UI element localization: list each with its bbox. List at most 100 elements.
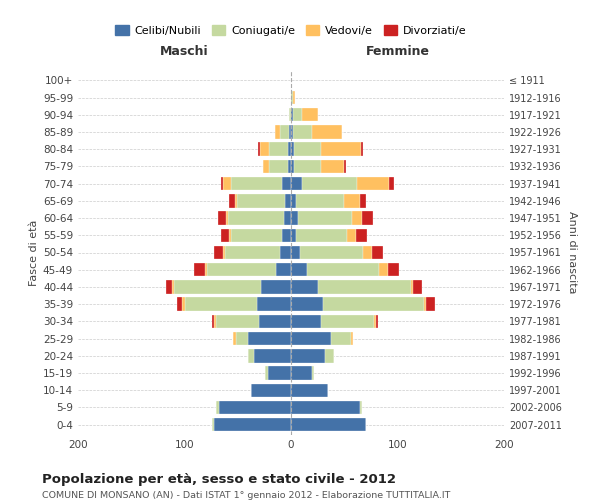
Bar [291, 263, 307, 276]
Bar [302, 108, 317, 122]
Bar [261, 280, 291, 293]
Bar [251, 384, 291, 397]
Bar [298, 212, 352, 225]
Bar [218, 212, 226, 225]
Bar [360, 400, 362, 414]
Bar [214, 418, 291, 432]
Bar [212, 314, 214, 328]
Bar [361, 142, 364, 156]
Bar [288, 142, 291, 156]
Bar [291, 384, 328, 397]
Bar [356, 228, 367, 242]
Bar [269, 160, 288, 173]
Bar [294, 160, 321, 173]
Bar [379, 263, 388, 276]
Bar [364, 246, 372, 259]
Bar [235, 194, 236, 207]
Bar [372, 246, 383, 259]
Bar [185, 298, 257, 311]
Bar [344, 194, 360, 207]
Bar [257, 298, 291, 311]
Bar [172, 280, 174, 293]
Bar [217, 400, 218, 414]
Bar [263, 160, 269, 173]
Bar [232, 228, 283, 242]
Bar [413, 280, 422, 293]
Bar [321, 142, 361, 156]
Bar [280, 126, 289, 138]
Bar [283, 177, 291, 190]
Bar [265, 366, 268, 380]
Bar [217, 314, 259, 328]
Bar [212, 418, 214, 432]
Bar [259, 314, 291, 328]
Bar [229, 228, 232, 242]
Bar [291, 91, 293, 104]
Bar [289, 108, 291, 122]
Bar [325, 349, 334, 362]
Bar [221, 177, 223, 190]
Bar [302, 177, 357, 190]
Bar [388, 263, 398, 276]
Bar [214, 246, 223, 259]
Bar [260, 142, 269, 156]
Bar [360, 194, 365, 207]
Bar [194, 263, 205, 276]
Bar [294, 142, 321, 156]
Bar [331, 332, 350, 345]
Bar [291, 314, 321, 328]
Bar [276, 263, 291, 276]
Bar [291, 108, 293, 122]
Bar [214, 314, 217, 328]
Bar [223, 246, 225, 259]
Bar [291, 212, 298, 225]
Bar [205, 263, 207, 276]
Bar [291, 332, 331, 345]
Text: Maschi: Maschi [160, 45, 209, 58]
Bar [426, 298, 435, 311]
Bar [291, 280, 317, 293]
Bar [291, 400, 360, 414]
Bar [236, 332, 248, 345]
Bar [307, 263, 379, 276]
Bar [357, 177, 389, 190]
Bar [269, 142, 288, 156]
Bar [374, 314, 376, 328]
Bar [323, 298, 424, 311]
Bar [299, 246, 364, 259]
Bar [207, 263, 276, 276]
Bar [291, 246, 299, 259]
Bar [376, 314, 379, 328]
Bar [352, 212, 362, 225]
Bar [229, 194, 235, 207]
Bar [291, 194, 296, 207]
Bar [275, 126, 280, 138]
Bar [258, 142, 260, 156]
Bar [291, 142, 294, 156]
Bar [236, 194, 284, 207]
Bar [174, 280, 261, 293]
Bar [412, 280, 413, 293]
Bar [313, 126, 342, 138]
Y-axis label: Fasce di età: Fasce di età [29, 220, 39, 286]
Y-axis label: Anni di nascita: Anni di nascita [567, 211, 577, 294]
Bar [362, 212, 373, 225]
Bar [182, 298, 185, 311]
Bar [293, 126, 313, 138]
Bar [321, 314, 374, 328]
Bar [291, 228, 296, 242]
Bar [228, 212, 284, 225]
Bar [226, 212, 228, 225]
Bar [291, 418, 365, 432]
Bar [321, 160, 344, 173]
Bar [248, 349, 254, 362]
Legend: Celibi/Nubili, Coniugati/e, Vedovi/e, Divorziati/e: Celibi/Nubili, Coniugati/e, Vedovi/e, Di… [111, 21, 471, 40]
Bar [177, 298, 182, 311]
Bar [283, 228, 291, 242]
Bar [344, 160, 346, 173]
Bar [424, 298, 426, 311]
Bar [291, 366, 313, 380]
Bar [313, 366, 314, 380]
Bar [317, 280, 412, 293]
Bar [284, 212, 291, 225]
